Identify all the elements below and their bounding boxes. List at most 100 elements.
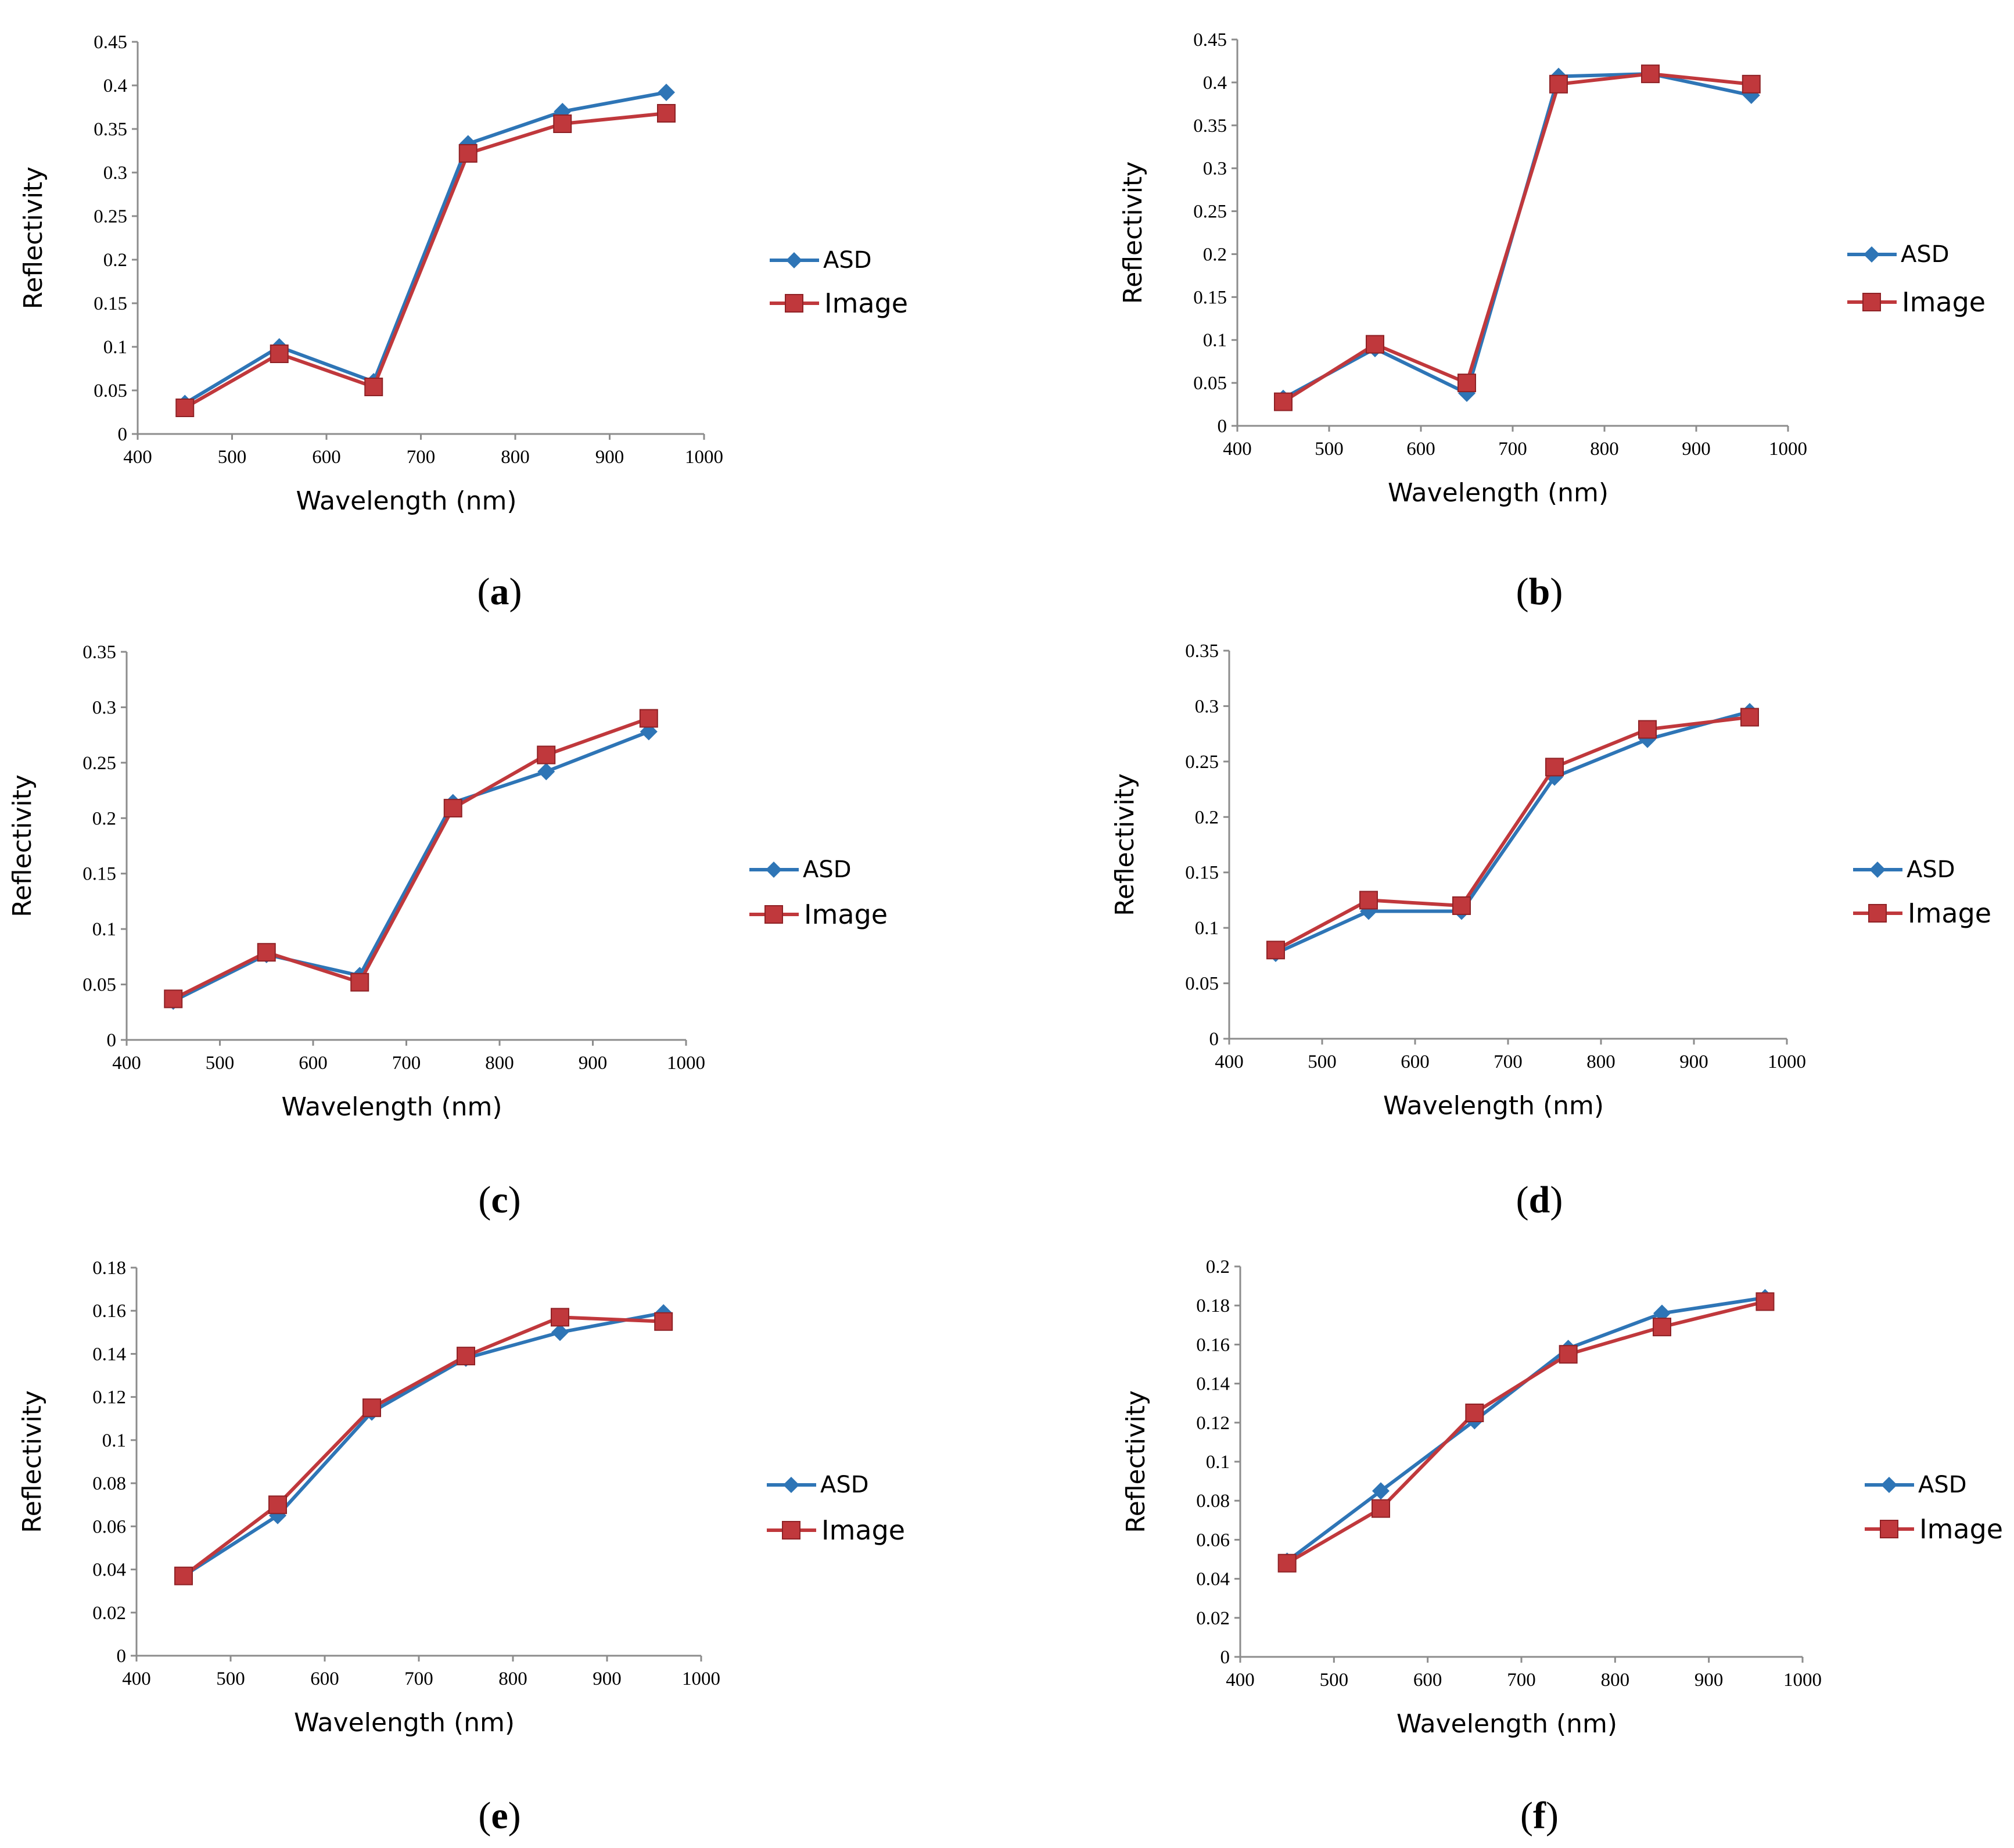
panel-label: (f) <box>1520 1795 1559 1837</box>
y-tick-label: 0.45 <box>94 32 127 53</box>
y-tick-label: 0 <box>1209 1029 1219 1050</box>
x-tick-label: 500 <box>216 1668 245 1689</box>
legend-asd-marker <box>766 862 782 878</box>
image-data-point <box>657 104 676 123</box>
y-tick-label: 0.04 <box>92 1560 126 1581</box>
panel-label-letter: b <box>1529 570 1550 613</box>
asd-series-line <box>172 730 649 1003</box>
x-tick-label: 400 <box>1226 1670 1255 1691</box>
y-tick-label: 0.02 <box>1196 1608 1230 1629</box>
image-data-point <box>257 943 276 962</box>
legend-image-label: Image <box>824 288 908 319</box>
legend-asd-marker <box>1869 862 1886 878</box>
image-data-point <box>1638 720 1657 739</box>
chart-panel-e: 0 0.02 0.04 0.06 0.08 0.1 0.12 0.14 0.16 0.18 400 5… <box>17 1258 905 1837</box>
legend-asd-marker <box>1881 1477 1897 1493</box>
image-data-point <box>164 989 183 1009</box>
y-tick-label: 0.1 <box>1206 1452 1230 1473</box>
image-data-point <box>350 973 369 992</box>
legend-asd-label: ASD <box>1901 241 1950 268</box>
x-axis-title: Wavelength (nm) <box>281 1092 502 1122</box>
x-axis-title: Wavelength (nm) <box>296 486 516 516</box>
image-series-line <box>182 1315 664 1578</box>
y-tick-label: 0 <box>118 424 128 445</box>
x-tick-label: 600 <box>1406 439 1435 460</box>
legend-asd-label: ASD <box>820 1472 869 1498</box>
x-tick-label: 400 <box>1215 1052 1244 1072</box>
panel-label-letter: d <box>1529 1179 1550 1221</box>
y-tick-label: 0.15 <box>82 864 116 885</box>
panel-label: (a) <box>478 570 522 613</box>
image-data-point <box>1742 74 1761 94</box>
image-data-point <box>458 144 478 163</box>
legend-image-marker <box>1868 904 1887 923</box>
panel-label-letter: f <box>1533 1795 1546 1837</box>
asd-series-line <box>184 91 667 406</box>
y-tick-label: 0.1 <box>1203 330 1227 351</box>
y-tick-label: 0.3 <box>103 163 127 184</box>
x-tick-label: 700 <box>1507 1670 1536 1691</box>
x-tick-label: 1000 <box>1768 1052 1806 1072</box>
legend-asd-label: ASD <box>823 247 872 274</box>
image-data-point <box>551 1308 569 1327</box>
panel-label-letter: e <box>491 1795 508 1837</box>
y-tick-label: 0.35 <box>94 119 127 140</box>
x-tick-label: 500 <box>1315 439 1344 460</box>
x-tick-label: 900 <box>595 447 624 468</box>
x-tick-label: 900 <box>579 1053 608 1074</box>
image-data-point <box>1266 941 1285 960</box>
asd-series-line <box>1275 710 1750 955</box>
y-tick-label: 0.35 <box>1193 116 1227 137</box>
x-tick-label: 1000 <box>667 1053 705 1074</box>
y-tick-label: 0.04 <box>1196 1569 1230 1590</box>
y-axis-title: Reflectivity <box>17 1390 47 1533</box>
y-tick-label: 0.2 <box>1195 807 1219 828</box>
x-tick-label: 1000 <box>682 1668 720 1689</box>
asd-data-point <box>537 763 555 781</box>
x-tick-label: 700 <box>407 447 436 468</box>
x-tick-label: 700 <box>1498 439 1527 460</box>
y-tick-label: 0.18 <box>92 1258 126 1279</box>
y-tick-label: 0.15 <box>94 293 127 314</box>
image-series-line <box>1275 715 1750 952</box>
y-tick-label: 0.06 <box>92 1516 126 1537</box>
legend-asd-marker <box>783 1477 799 1493</box>
y-tick-label: 0 <box>117 1646 127 1667</box>
x-tick-label: 700 <box>404 1668 433 1689</box>
legend-image-marker <box>785 294 803 313</box>
image-series-line <box>1286 1300 1766 1565</box>
x-tick-label: 800 <box>498 1668 527 1689</box>
image-data-point <box>1465 1404 1484 1422</box>
x-tick-label: 400 <box>112 1053 141 1074</box>
y-tick-label: 0.4 <box>1203 73 1227 94</box>
y-tick-label: 0.08 <box>1196 1491 1230 1512</box>
y-tick-label: 0.2 <box>1206 1257 1230 1278</box>
y-tick-label: 0.2 <box>103 250 127 271</box>
panel-label: (c) <box>478 1179 520 1221</box>
y-tick-label: 0 <box>107 1030 117 1051</box>
legend-image-label: Image <box>821 1515 905 1546</box>
x-tick-label: 800 <box>501 447 530 468</box>
y-tick-label: 0.1 <box>103 337 127 358</box>
x-tick-label: 500 <box>206 1053 235 1074</box>
image-data-point <box>654 1312 673 1331</box>
image-data-point <box>1559 1345 1578 1364</box>
x-tick-label: 700 <box>1494 1052 1523 1072</box>
asd-data-point <box>1372 1482 1390 1500</box>
y-tick-label: 0.2 <box>1203 244 1227 265</box>
y-tick-label: 0.15 <box>1193 287 1227 308</box>
y-tick-label: 0.35 <box>82 642 116 663</box>
x-tick-label: 500 <box>218 447 247 468</box>
x-tick-label: 800 <box>1590 439 1619 460</box>
image-data-point <box>1274 392 1293 411</box>
x-axis-title: Wavelength (nm) <box>294 1708 515 1738</box>
image-data-point <box>1359 891 1378 910</box>
x-tick-label: 600 <box>310 1668 339 1689</box>
x-tick-label: 700 <box>392 1053 421 1074</box>
y-tick-label: 0.1 <box>92 919 116 940</box>
legend: ASD Image <box>1847 241 1986 318</box>
x-tick-label: 900 <box>593 1668 622 1689</box>
legend-asd-label: ASD <box>1907 856 1955 883</box>
image-data-point <box>1755 1292 1775 1311</box>
x-tick-label: 400 <box>123 447 152 468</box>
